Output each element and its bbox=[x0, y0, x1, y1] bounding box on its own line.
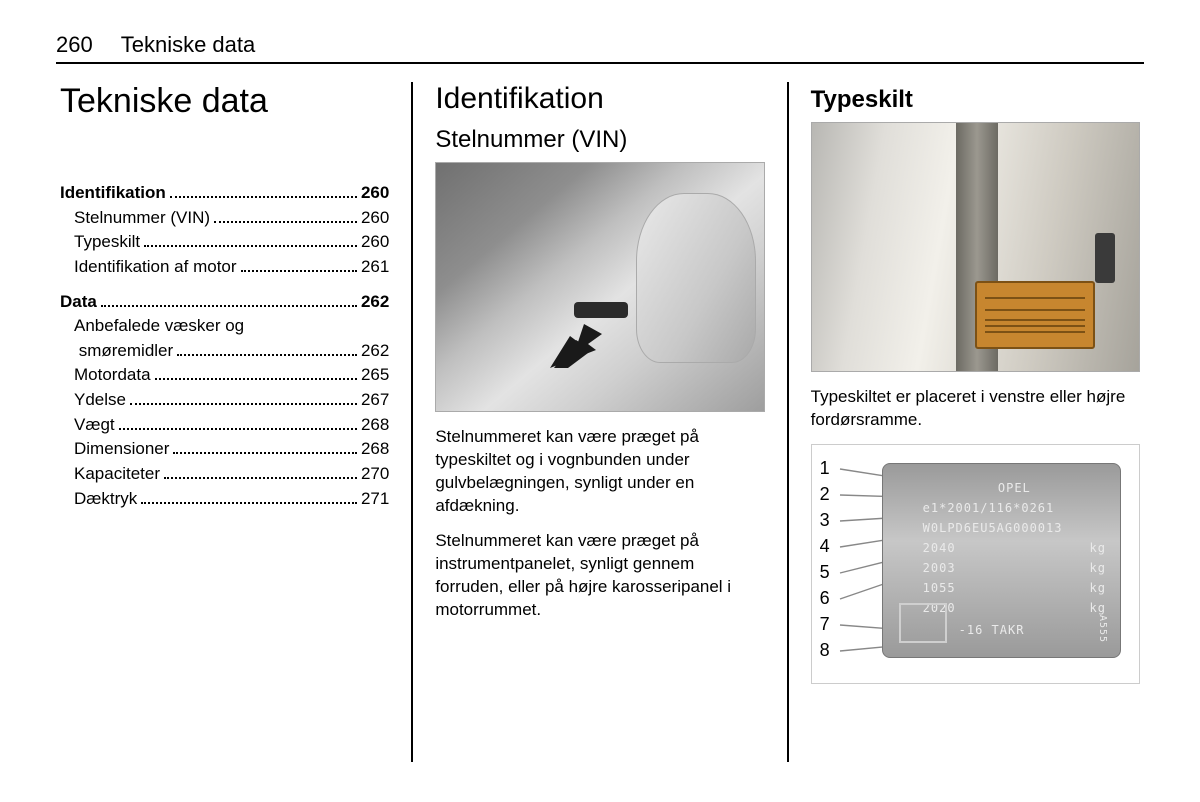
toc-entry: Dæktryk271 bbox=[60, 487, 389, 512]
paragraph-typeskilt: Typeskiltet er placeret i venstre eller … bbox=[811, 386, 1140, 432]
toc-entry: Dimensioner268 bbox=[60, 437, 389, 462]
toc-entry: Identifikation af motor261 bbox=[60, 255, 389, 280]
column-divider bbox=[787, 82, 789, 762]
callout-number: 8 bbox=[820, 637, 830, 663]
toc-entry: Typeskilt260 bbox=[60, 230, 389, 255]
plate-weight-2: 2003kg bbox=[923, 558, 1106, 578]
seat-shape bbox=[636, 193, 756, 363]
table-of-contents: Identifikation260Stelnummer (VIN)260Type… bbox=[60, 181, 389, 511]
plate-paint-code: -16 TAKR bbox=[959, 623, 1025, 637]
vin-slot bbox=[574, 302, 628, 318]
type-plate-on-door bbox=[975, 281, 1095, 349]
toc-entry: Data262 bbox=[60, 290, 389, 315]
toc-entry: smøremidler262 bbox=[60, 339, 389, 364]
callout-number: 1 bbox=[820, 455, 830, 481]
subsection-heading-vin: Stelnummer (VIN) bbox=[435, 126, 764, 154]
toc-entry: Kapaciteter270 bbox=[60, 462, 389, 487]
toc-entry: Anbefalede væsker og bbox=[60, 314, 389, 339]
toc-entry: Identifikation260 bbox=[60, 181, 389, 206]
paragraph-vin-2: Stelnummeret kan være præget på instrume… bbox=[435, 530, 764, 622]
column-divider bbox=[411, 82, 413, 762]
plate-approval-number: e1*2001/116*0261 bbox=[923, 498, 1106, 518]
type-plate: OPEL e1*2001/116*0261 W0LPD6EU5AG000013 … bbox=[882, 463, 1121, 658]
toc-entry: Motordata265 bbox=[60, 363, 389, 388]
chapter-title: Tekniske data bbox=[60, 82, 389, 121]
door-hinge bbox=[1095, 233, 1115, 283]
plate-weight-4: 2020kg bbox=[923, 598, 1106, 618]
toc-entry: Stelnummer (VIN)260 bbox=[60, 206, 389, 231]
figure-door-frame bbox=[811, 122, 1140, 372]
callout-number: 7 bbox=[820, 611, 830, 637]
plate-brand: OPEL bbox=[923, 478, 1106, 498]
callout-number: 6 bbox=[820, 585, 830, 611]
running-section-title: Tekniske data bbox=[121, 32, 256, 58]
plate-weight-3: 1055kg bbox=[923, 578, 1106, 598]
callout-number: 4 bbox=[820, 533, 830, 559]
toc-entry: Vægt268 bbox=[60, 413, 389, 438]
running-header: 260 Tekniske data bbox=[56, 32, 1144, 64]
page-number: 260 bbox=[56, 32, 93, 58]
plate-weight-1: 2040kg bbox=[923, 538, 1106, 558]
plate-side-code: A555 bbox=[1097, 615, 1108, 643]
subsection-heading-typeskilt: Typeskilt bbox=[811, 86, 1140, 114]
column-3: Typeskilt Typeskiltet er placeret i vens… bbox=[807, 82, 1144, 762]
column-2: Identifikation Stelnummer (VIN) Stelnumm… bbox=[431, 82, 768, 762]
callout-number: 2 bbox=[820, 481, 830, 507]
callout-number: 5 bbox=[820, 559, 830, 585]
plate-vin: W0LPD6EU5AG000013 bbox=[923, 518, 1106, 538]
toc-entry: Ydelse267 bbox=[60, 388, 389, 413]
figure-type-plate-diagram: 12345678 OPEL e1*2001/116*0261 W0LPD6EU5… bbox=[811, 444, 1140, 684]
figure-vin-location bbox=[435, 162, 764, 412]
section-heading-identifikation: Identifikation bbox=[435, 82, 764, 116]
paragraph-vin-1: Stelnummeret kan være præget på typeskil… bbox=[435, 426, 764, 518]
callout-number: 3 bbox=[820, 507, 830, 533]
plate-paint-box bbox=[899, 603, 947, 643]
column-1: Tekniske data Identifikation260Stelnumme… bbox=[56, 82, 393, 762]
callout-numbers: 12345678 bbox=[820, 455, 830, 663]
arrow-icon bbox=[548, 322, 612, 375]
